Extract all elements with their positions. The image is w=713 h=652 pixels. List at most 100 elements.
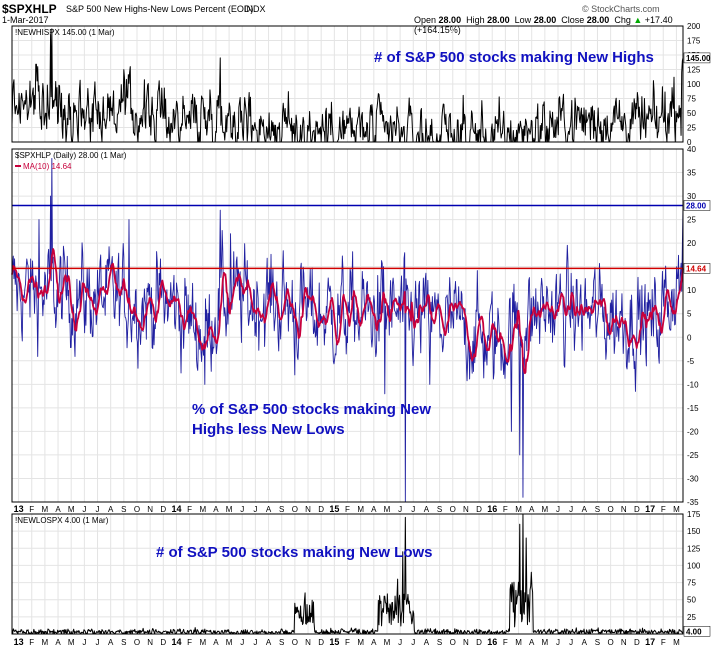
x-tick-label: M — [515, 638, 522, 647]
open-label: Open — [414, 15, 437, 25]
x-tick-label: N — [621, 505, 627, 514]
x-tick-label: D — [634, 638, 640, 647]
middle-panel-annotation-line1: % of S&P 500 stocks making New — [192, 401, 431, 418]
x-tick-label: M — [673, 638, 680, 647]
exchange: INDX — [244, 4, 266, 14]
x-tick-label: D — [160, 638, 166, 647]
x-tick-label: A — [266, 505, 272, 514]
x-tick-label: N — [305, 505, 311, 514]
middle-panel-annotation-line2: Highs less New Lows — [192, 421, 345, 438]
x-tick-label: A — [213, 505, 219, 514]
new-highs-series — [11, 28, 684, 143]
bottom-panel-frame — [11, 513, 684, 635]
x-tick-label: M — [515, 505, 522, 514]
value-tag-label: 4.00 — [686, 627, 702, 636]
x-tick-label: O — [292, 638, 298, 647]
x-tick-label: S — [279, 505, 284, 514]
x-tick-label: 17 — [645, 504, 655, 514]
x-tick-label: S — [437, 505, 442, 514]
x-tick-label: M — [42, 505, 49, 514]
x-tick-label: J — [96, 638, 100, 647]
x-tick-label: M — [542, 638, 549, 647]
x-tick-label: J — [253, 505, 257, 514]
x-tick-label: D — [160, 505, 166, 514]
x-tick-label: A — [266, 638, 272, 647]
bottom-panel-annotation: # of S&P 500 stocks making New Lows — [156, 544, 433, 561]
bottom-x-axis: 13 F M A M J J A S O N D 14 F M A M J J A S O N D 15 F M A M J J A S O N D 1… — [14, 637, 681, 647]
x-tick-label: A — [55, 505, 61, 514]
y-tick-label: 50 — [687, 109, 696, 118]
close-value: 28.00 — [586, 15, 610, 25]
x-tick-label: 14 — [171, 504, 181, 514]
reference-line-value: 14.64 — [683, 263, 711, 274]
top-panel-last-value: 145.00 — [683, 52, 711, 64]
x-tick-label: 15 — [329, 637, 339, 647]
x-tick-label: J — [411, 638, 415, 647]
x-tick-label: O — [608, 505, 614, 514]
y-tick-label: 25 — [687, 124, 696, 133]
x-tick-label: J — [240, 505, 244, 514]
x-tick-label: N — [621, 638, 627, 647]
x-tick-label: N — [147, 505, 153, 514]
x-tick-label: 13 — [14, 637, 24, 647]
x-tick-label: S — [121, 638, 126, 647]
y-tick-label: 40 — [687, 145, 696, 154]
x-tick-label: M — [42, 638, 49, 647]
x-tick-label: S — [595, 638, 600, 647]
chart-date: 1-Mar-2017 — [2, 15, 49, 25]
x-tick-label: F — [503, 505, 508, 514]
close-label: Close — [561, 15, 585, 25]
top-panel-annotation: # of S&P 500 stocks making New Highs — [374, 49, 654, 66]
x-tick-label: A — [582, 505, 588, 514]
x-tick-label: D — [634, 505, 640, 514]
x-tick-label: F — [187, 638, 192, 647]
x-tick-label: S — [121, 505, 126, 514]
y-tick-label: 150 — [687, 527, 701, 536]
quote-values: Open 28.00 High 28.00 Low 28.00 Close 28… — [414, 15, 713, 35]
value-tag-box — [683, 263, 711, 274]
y-tick-label: 0 — [687, 138, 692, 147]
x-tick-label: M — [542, 505, 549, 514]
x-tick-label: A — [213, 638, 219, 647]
x-tick-label: D — [476, 505, 482, 514]
x-tick-label: N — [463, 505, 469, 514]
middle-x-axis: 13 F M A M J J A S O N D 14 F M A M J J A S O N D 15 F M A M J J A S O N D 1… — [14, 504, 681, 514]
x-tick-label: J — [556, 505, 560, 514]
ma10-series — [11, 248, 684, 375]
y-tick-label: 35 — [687, 169, 696, 178]
y-tick-label: 75 — [687, 95, 696, 104]
x-tick-label: J — [398, 505, 402, 514]
middle-panel-legend: $SPXHLP (Daily) 28.00 (1 Mar) — [15, 151, 127, 160]
y-tick-label: -5 — [687, 357, 695, 366]
x-tick-label: D — [318, 505, 324, 514]
x-tick-label: S — [595, 505, 600, 514]
y-tick-label: 30 — [687, 192, 696, 201]
x-tick-label: M — [673, 505, 680, 514]
x-tick-label: F — [503, 638, 508, 647]
x-tick-label: O — [450, 505, 456, 514]
x-tick-label: F — [187, 505, 192, 514]
x-tick-label: A — [529, 638, 535, 647]
value-tag-label: 28.00 — [686, 201, 707, 210]
value-tag-box — [683, 626, 711, 637]
x-tick-label: F — [29, 505, 34, 514]
top-panel-frame — [11, 25, 684, 143]
x-tick-label: J — [569, 505, 573, 514]
chg-value: +17.40 (+164.15%) — [414, 15, 673, 35]
x-tick-label: J — [398, 638, 402, 647]
x-tick-label: A — [108, 505, 114, 514]
triangle-up-icon: ▲ — [633, 15, 643, 25]
value-tag-box — [683, 200, 711, 211]
x-tick-label: A — [424, 638, 430, 647]
x-tick-label: A — [371, 505, 377, 514]
x-tick-label: O — [450, 638, 456, 647]
x-tick-label: O — [608, 638, 614, 647]
y-tick-label: -10 — [687, 380, 699, 389]
x-tick-label: M — [357, 505, 364, 514]
symbol: $SPXHLP — [2, 2, 57, 16]
x-tick-label: 16 — [487, 637, 497, 647]
y-tick-label: 25 — [687, 216, 696, 225]
x-tick-label: A — [55, 638, 61, 647]
x-tick-label: A — [529, 505, 535, 514]
